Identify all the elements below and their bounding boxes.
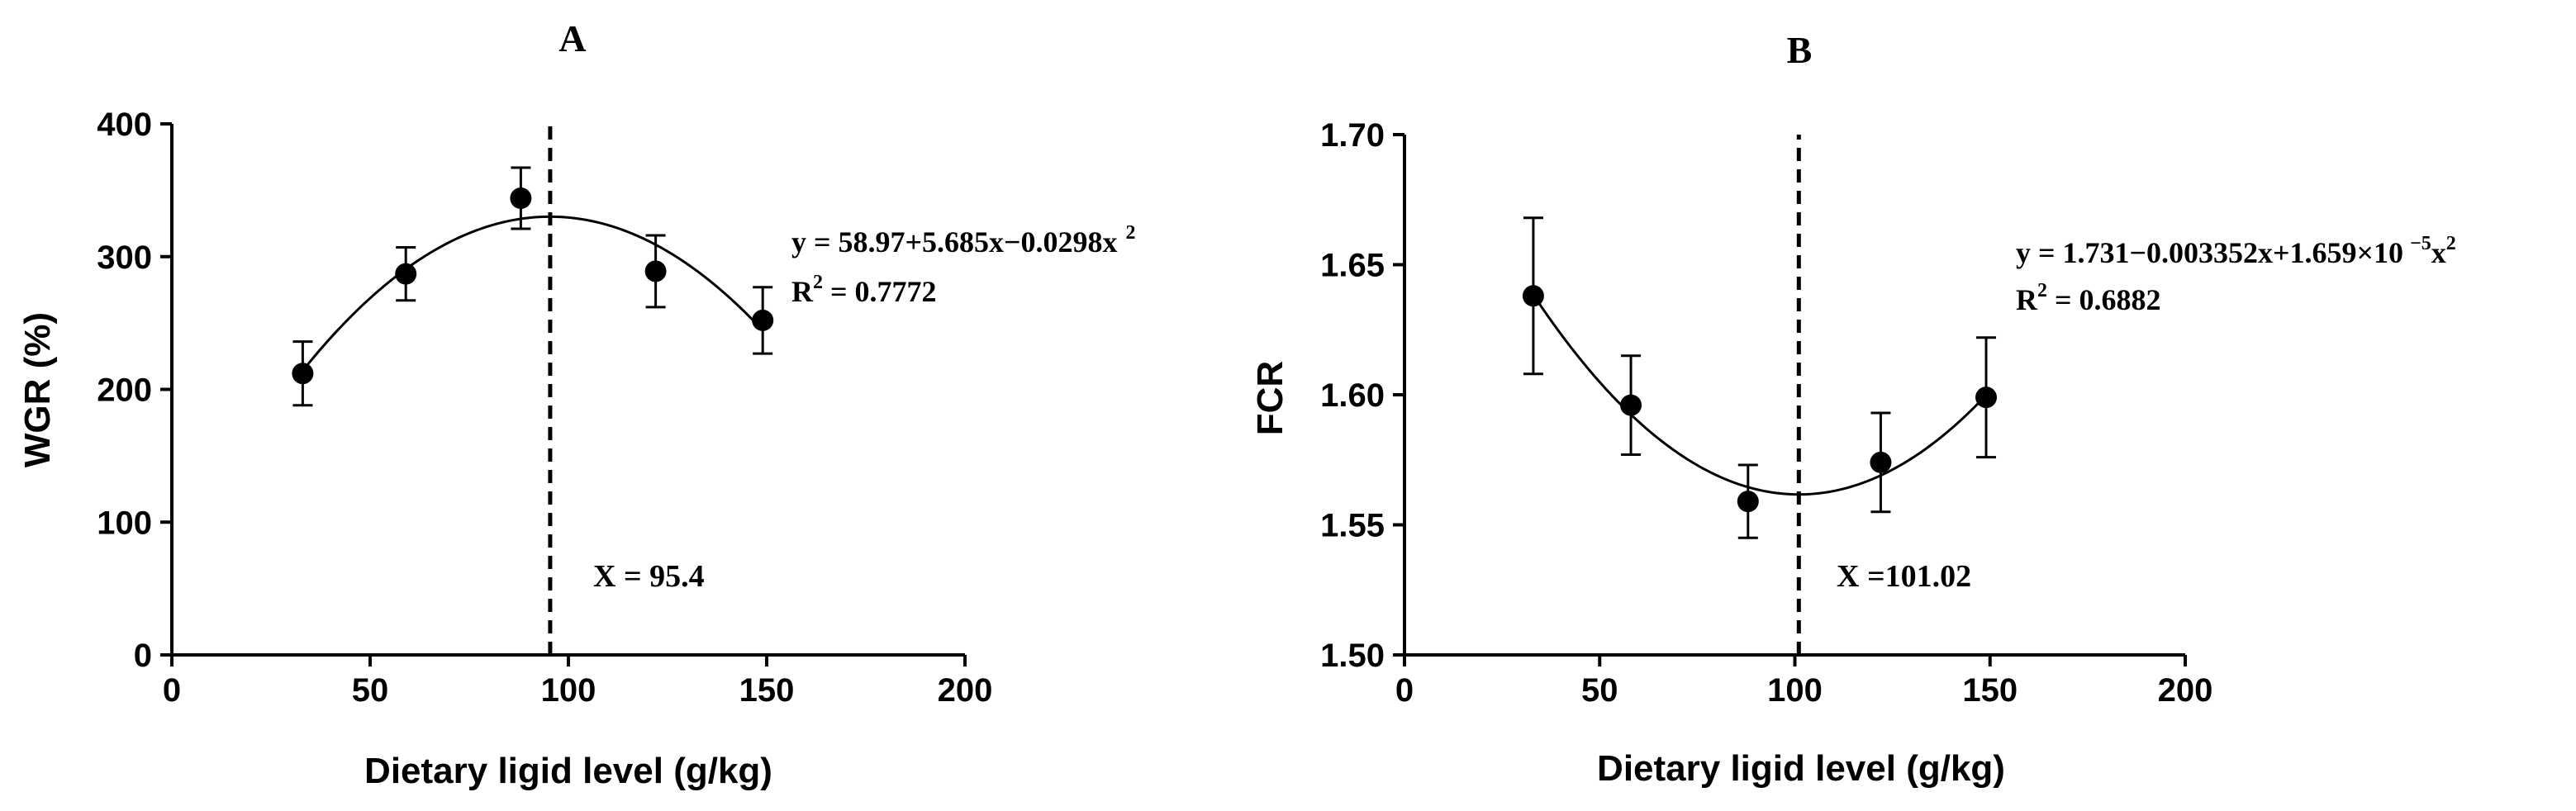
panel-b-ticks bbox=[1393, 133, 2187, 666]
panel-b-r2: R2 = 0.6882 bbox=[2016, 280, 2161, 316]
y-tick-label: 400 bbox=[97, 107, 152, 143]
data-point bbox=[1870, 451, 1892, 473]
panel-b-y-tick-labels: 1.50 1.55 1.60 1.65 1.70 bbox=[1320, 117, 1385, 674]
data-point bbox=[292, 363, 314, 385]
data-point-group bbox=[292, 340, 314, 407]
x-tick-label: 150 bbox=[739, 672, 795, 709]
panel-a-equation-sup: 2 bbox=[1126, 222, 1136, 244]
data-point bbox=[752, 309, 774, 331]
panel-a-r2-value: = 0.7772 bbox=[823, 275, 937, 308]
data-point-group bbox=[1620, 354, 1642, 456]
y-tick-label: 300 bbox=[97, 240, 152, 276]
panel-b-x-tick-labels: 0 50 100 150 200 bbox=[1395, 672, 2213, 709]
panel-a-r2-prefix: R bbox=[791, 275, 814, 308]
x-tick-label: 0 bbox=[163, 672, 181, 709]
y-tick-label: 0 bbox=[134, 638, 152, 674]
panel-b-x-axis-title: Dietary ligid level (g/kg) bbox=[1597, 748, 2005, 789]
panel-b-equation-sup1: −5 bbox=[2410, 233, 2431, 254]
data-point bbox=[644, 260, 667, 282]
data-point-group bbox=[395, 245, 417, 302]
x-tick-label: 50 bbox=[1581, 672, 1618, 709]
data-point-group bbox=[644, 234, 667, 309]
panel-b-equation-main2: x bbox=[2431, 236, 2446, 269]
data-point bbox=[510, 187, 532, 210]
panel-a-x-tick-labels: 0 50 100 150 200 bbox=[163, 672, 993, 709]
y-tick-label: 1.50 bbox=[1320, 638, 1385, 674]
panel-b-data-points bbox=[1522, 216, 1998, 539]
panel-a-y-tick-labels: 0 100 200 300 400 bbox=[97, 107, 152, 674]
data-point bbox=[1522, 285, 1544, 307]
chart-panel-b: B 0 50 100 150 200 1.50 1.55 1.60 1.65 1.70 Diet… bbox=[1250, 29, 2456, 789]
panel-a-fit-curve bbox=[302, 215, 764, 372]
panel-a-r2: R2 = 0.7772 bbox=[791, 272, 937, 308]
x-tick-label: 150 bbox=[1962, 672, 2018, 709]
data-point-group bbox=[1522, 216, 1544, 376]
panel-a-ticks bbox=[160, 122, 967, 666]
panel-b-y-axis-title: FCR bbox=[1250, 361, 1290, 435]
panel-a-data-points bbox=[292, 166, 774, 407]
panel-b-r2-value: = 0.6882 bbox=[2047, 283, 2161, 316]
x-tick-label: 100 bbox=[1767, 672, 1823, 709]
panel-a-r2-sup: 2 bbox=[813, 272, 823, 293]
panel-a-x-axis-title: Dietary ligid level (g/kg) bbox=[364, 751, 772, 791]
data-point bbox=[1975, 387, 1998, 409]
panel-a-optimum-label: X = 95.4 bbox=[593, 559, 705, 594]
y-tick-label: 1.70 bbox=[1320, 117, 1385, 154]
data-point bbox=[395, 263, 417, 285]
data-point-group bbox=[752, 286, 774, 355]
y-tick-label: 1.65 bbox=[1320, 248, 1385, 284]
y-tick-label: 100 bbox=[97, 505, 152, 541]
panel-b-optimum-label: X =101.02 bbox=[1837, 559, 1971, 594]
panel-b-fit-curve bbox=[1532, 294, 1988, 496]
y-tick-label: 1.55 bbox=[1320, 508, 1385, 544]
panel-b-title: B bbox=[1787, 29, 1813, 71]
x-tick-label: 50 bbox=[352, 672, 389, 709]
panel-a-title: A bbox=[558, 17, 586, 59]
x-tick-label: 100 bbox=[541, 672, 596, 709]
panel-a-equation-main: y = 58.97+5.685x−0.0298x bbox=[791, 225, 1118, 258]
x-tick-label: 0 bbox=[1395, 672, 1414, 709]
chart-panel-a: A 0 50 100 150 200 0 100 200 300 400 Dietary lig… bbox=[17, 17, 1136, 791]
panel-b-r2-prefix: R bbox=[2016, 283, 2038, 316]
panel-b-r2-sup: 2 bbox=[2037, 280, 2047, 301]
data-point-group bbox=[510, 166, 532, 230]
panel-b-equation-main: y = 1.731−0.003352x+1.659×10 bbox=[2016, 236, 2403, 269]
data-point bbox=[1737, 491, 1759, 513]
x-tick-label: 200 bbox=[938, 672, 993, 709]
panel-b-equation-sup2: 2 bbox=[2446, 233, 2456, 254]
x-tick-label: 200 bbox=[2158, 672, 2213, 709]
data-point-group bbox=[1975, 336, 1998, 459]
panel-a-y-axis-title: WGR (%) bbox=[17, 312, 58, 467]
data-point-group bbox=[1737, 463, 1759, 539]
y-tick-label: 200 bbox=[97, 372, 152, 409]
panel-a-equation: y = 58.97+5.685x−0.0298x 2 bbox=[791, 222, 1136, 258]
data-point-group bbox=[1870, 411, 1892, 514]
y-tick-label: 1.60 bbox=[1320, 377, 1385, 414]
panel-b-equation: y = 1.731−0.003352x+1.659×10 −5x2 bbox=[2016, 233, 2456, 269]
data-point bbox=[1620, 394, 1642, 416]
